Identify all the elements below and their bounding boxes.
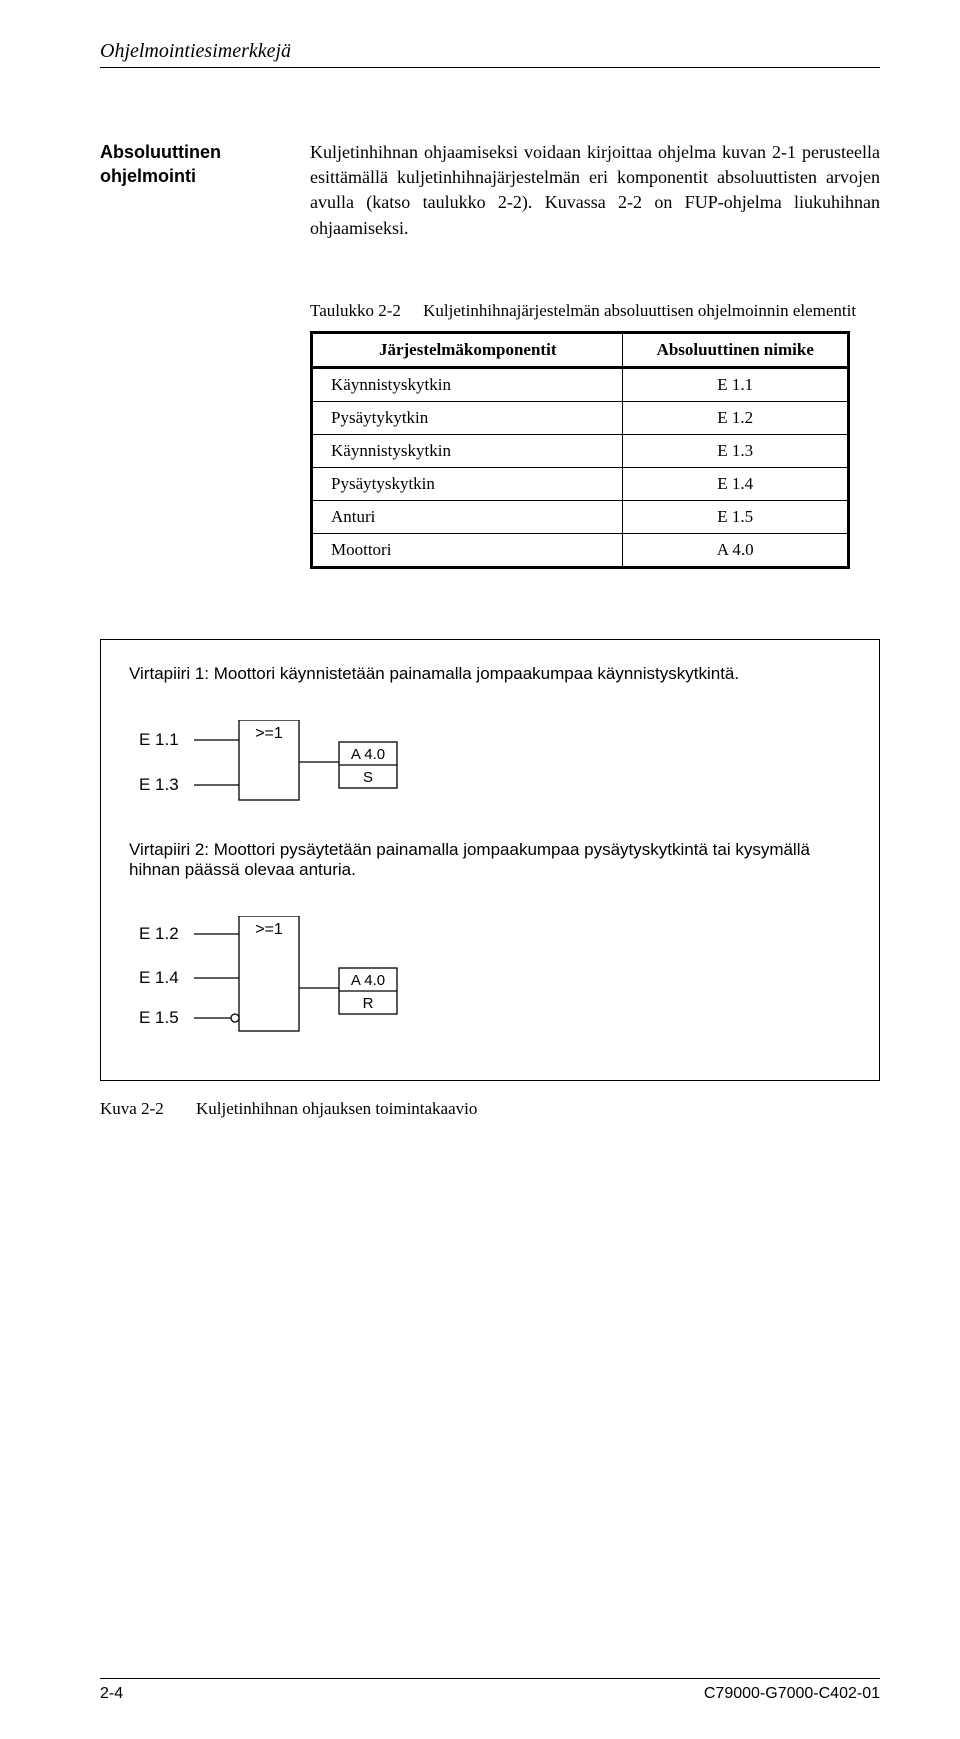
table-cell: Moottori bbox=[312, 533, 623, 567]
table-col2-header: Absoluuttinen nimike bbox=[623, 332, 849, 367]
figure-caption-text: Kuljetinhihnan ohjauksen toimintakaavio bbox=[196, 1099, 477, 1118]
table-row: Anturi E 1.5 bbox=[312, 500, 849, 533]
table-col1-header: Järjestelmäkomponentit bbox=[312, 332, 623, 367]
vp1-fbd: E 1.1 E 1.3 >=1 A 4.0 S bbox=[139, 720, 851, 820]
intro-label-l2: ohjelmointi bbox=[100, 166, 196, 186]
vp1-out-bot: S bbox=[363, 769, 373, 786]
header-rule bbox=[100, 67, 880, 68]
vp2-out-top: A 4.0 bbox=[351, 972, 385, 989]
table-cell: E 1.1 bbox=[623, 367, 849, 401]
table-row: Pysäytyskytkin E 1.4 bbox=[312, 467, 849, 500]
intro-section: Absoluuttinen ohjelmointi Kuljetinhihnan… bbox=[100, 140, 880, 241]
figure-caption: Kuva 2-2 Kuljetinhihnan ohjauksen toimin… bbox=[100, 1099, 880, 1119]
table-row: Käynnistyskytkin E 1.1 bbox=[312, 367, 849, 401]
vp1-svg: >=1 A 4.0 S bbox=[139, 720, 499, 820]
page-header-title: Ohjelmointiesimerkkejä bbox=[100, 40, 880, 63]
table-cell: Pysäytykytkin bbox=[312, 401, 623, 434]
footer-page-number: 2-4 bbox=[100, 1685, 123, 1703]
table-row: Moottori A 4.0 bbox=[312, 533, 849, 567]
vp2-desc: Virtapiiri 2: Moottori pysäytetään paina… bbox=[129, 840, 851, 880]
vp1-out-top: A 4.0 bbox=[351, 746, 385, 763]
footer-doc-id: C79000-G7000-C402-01 bbox=[704, 1685, 880, 1703]
function-diagram-box: Virtapiiri 1: Moottori käynnistetään pai… bbox=[100, 639, 880, 1081]
table-caption: Taulukko 2-2 Kuljetinhihnajärjestelmän a… bbox=[310, 301, 880, 321]
vp2-fbd: E 1.2 E 1.4 E 1.5 >=1 A 4.0 R bbox=[139, 916, 851, 1046]
table-cell: E 1.4 bbox=[623, 467, 849, 500]
table-caption-label: Taulukko 2-2 bbox=[310, 301, 401, 320]
intro-text: Kuljetinhihnan ohjaamiseksi voidaan kirj… bbox=[310, 140, 880, 241]
table-row: Käynnistyskytkin E 1.3 bbox=[312, 434, 849, 467]
vp1-gate: >=1 bbox=[255, 725, 283, 742]
table-cell: Pysäytyskytkin bbox=[312, 467, 623, 500]
vp1-desc: Virtapiiri 1: Moottori käynnistetään pai… bbox=[129, 664, 851, 684]
table-cell: Käynnistyskytkin bbox=[312, 434, 623, 467]
table-cell: Käynnistyskytkin bbox=[312, 367, 623, 401]
table-cell: E 1.2 bbox=[623, 401, 849, 434]
footer-rule bbox=[100, 1678, 880, 1679]
table-caption-text: Kuljetinhihnajärjestelmän absoluuttisen … bbox=[423, 301, 856, 320]
page-footer: 2-4 C79000-G7000-C402-01 bbox=[100, 1678, 880, 1703]
vp2-svg: >=1 A 4.0 R bbox=[139, 916, 499, 1046]
table-cell: E 1.5 bbox=[623, 500, 849, 533]
vp2-out-bot: R bbox=[363, 995, 374, 1012]
intro-label: Absoluuttinen ohjelmointi bbox=[100, 140, 280, 241]
intro-label-l1: Absoluuttinen bbox=[100, 142, 221, 162]
table-cell: Anturi bbox=[312, 500, 623, 533]
table-row: Pysäytykytkin E 1.2 bbox=[312, 401, 849, 434]
figure-caption-label: Kuva 2-2 bbox=[100, 1099, 164, 1118]
table-cell: A 4.0 bbox=[623, 533, 849, 567]
elements-table: Järjestelmäkomponentit Absoluuttinen nim… bbox=[310, 331, 850, 569]
vp2-gate: >=1 bbox=[255, 921, 283, 938]
table-cell: E 1.3 bbox=[623, 434, 849, 467]
